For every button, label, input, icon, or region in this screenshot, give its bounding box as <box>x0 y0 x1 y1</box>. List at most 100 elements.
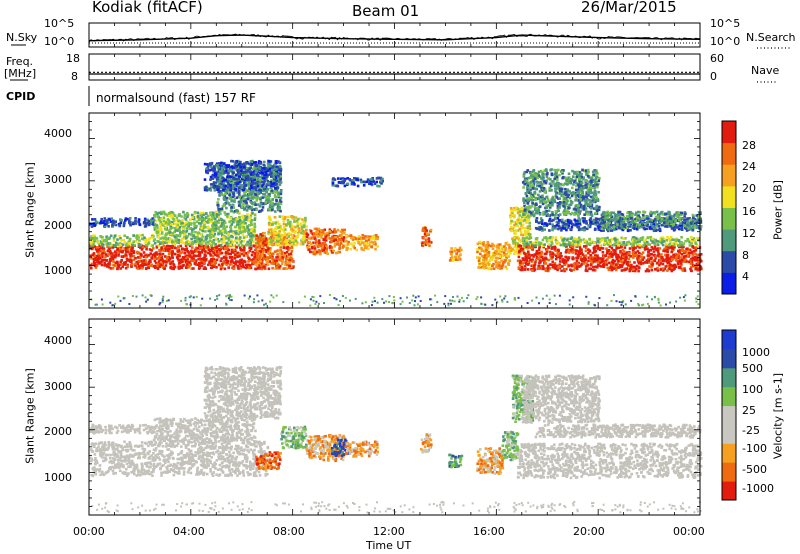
nsearch-tick-bottom: 10^0 <box>710 35 741 48</box>
heatmap-cell <box>290 235 294 238</box>
heatmap-cell <box>111 257 115 260</box>
heatmap-cell <box>179 259 183 262</box>
heatmap-cell <box>168 231 172 234</box>
heatmap-cell <box>164 255 167 258</box>
heatmap-cell <box>206 163 209 166</box>
heatmap-cell <box>312 252 316 256</box>
heatmap-cell <box>201 235 204 239</box>
heatmap-cell <box>317 227 321 231</box>
heatmap-cell <box>209 183 213 186</box>
heatmap-cell <box>172 222 175 225</box>
heatmap-cell <box>275 168 278 171</box>
heatmap-cell <box>152 218 156 222</box>
heatmap-cell <box>129 255 132 258</box>
heatmap-cell <box>507 243 510 247</box>
heatmap-cell <box>202 213 205 217</box>
heatmap-cell <box>270 228 273 231</box>
heatmap-cell <box>278 183 282 186</box>
heatmap-cell <box>267 222 271 226</box>
heatmap-cell <box>249 234 252 238</box>
heatmap-cell <box>109 234 113 238</box>
heatmap-cell <box>322 249 325 252</box>
heatmap-cell <box>293 220 296 223</box>
heatmap-cell <box>207 168 211 172</box>
heatmap-cell <box>453 249 456 253</box>
heatmap-cell <box>108 218 111 221</box>
heatmap-cell <box>288 246 291 250</box>
heatmap-cell <box>217 227 220 231</box>
heatmap-cell <box>247 231 250 234</box>
heatmap-cell <box>213 263 217 267</box>
heatmap-cell <box>143 218 147 222</box>
xtick-1200: 12:00 <box>373 525 405 538</box>
heatmap-cell <box>311 247 314 250</box>
heatmap-cell <box>181 241 184 244</box>
heatmap-cell <box>93 234 96 237</box>
heatmap-cell <box>256 195 259 198</box>
heatmap-cell <box>166 218 170 221</box>
heatmap-cell <box>227 236 231 239</box>
heatmap-cell <box>126 250 129 254</box>
heatmap-cell <box>157 257 160 260</box>
heatmap-cell <box>694 252 697 256</box>
heatmap-cell <box>266 162 270 165</box>
heatmap-cell <box>136 234 139 237</box>
heatmap-cell <box>290 223 293 226</box>
heatmap-cell <box>97 252 100 255</box>
heatmap-cell <box>275 241 278 244</box>
heatmap-cell <box>421 241 425 244</box>
heatmap-cell <box>276 186 280 189</box>
heatmap-cell <box>427 237 431 240</box>
heatmap-cell <box>190 213 194 217</box>
heatmap-cell <box>281 258 284 261</box>
heatmap-cell <box>348 178 351 181</box>
heatmap-cell <box>482 249 486 253</box>
heatmap-cell <box>612 262 615 265</box>
heatmap-cell <box>217 185 221 189</box>
heatmap-cell <box>230 262 233 266</box>
heatmap-cell <box>103 251 106 254</box>
heatmap-cell <box>345 244 348 248</box>
heatmap-cell <box>503 253 507 257</box>
heatmap-cell <box>375 237 378 240</box>
heatmap-cell <box>257 160 261 163</box>
heatmap-cell <box>187 240 191 244</box>
heatmap-cell <box>599 265 603 268</box>
heatmap-cell <box>213 232 217 236</box>
heatmap-cell <box>201 241 204 245</box>
heatmap-cell <box>141 262 145 265</box>
heatmap-cell <box>333 245 336 248</box>
heatmap-cell <box>141 237 144 240</box>
heatmap-cell <box>251 227 254 231</box>
heatmap-cell <box>251 194 255 198</box>
heatmap-cell <box>292 241 295 245</box>
heatmap-cell <box>315 227 318 231</box>
heatmap-cell <box>265 173 269 177</box>
heatmap-cell <box>271 252 275 255</box>
heatmap-cell <box>231 160 235 163</box>
heatmap-cell <box>220 251 224 255</box>
heatmap-cell <box>209 165 213 168</box>
heatmap-cell <box>182 233 186 237</box>
heatmap-cell <box>270 206 274 209</box>
heatmap-cell <box>227 252 231 256</box>
heatmap-cell <box>234 164 237 167</box>
heatmap-cell <box>225 258 228 262</box>
heatmap-cell <box>365 245 369 249</box>
heatmap-cell <box>194 226 197 230</box>
heatmap-cell <box>160 228 163 231</box>
heatmap-cell <box>131 243 134 247</box>
heatmap-cell <box>271 165 275 168</box>
heatmap-cell <box>291 259 294 263</box>
heatmap-cell <box>112 236 116 240</box>
heatmap-cell <box>229 188 233 192</box>
heatmap-cell <box>239 265 243 268</box>
heatmap-cell <box>235 229 238 233</box>
heatmap-cell <box>209 242 212 246</box>
heatmap-cell <box>275 198 278 202</box>
heatmap-cell <box>229 196 232 199</box>
heatmap-cell <box>423 232 427 236</box>
heatmap-cell <box>477 246 481 250</box>
heatmap-cell <box>186 256 189 259</box>
heatmap-cell <box>209 266 213 270</box>
